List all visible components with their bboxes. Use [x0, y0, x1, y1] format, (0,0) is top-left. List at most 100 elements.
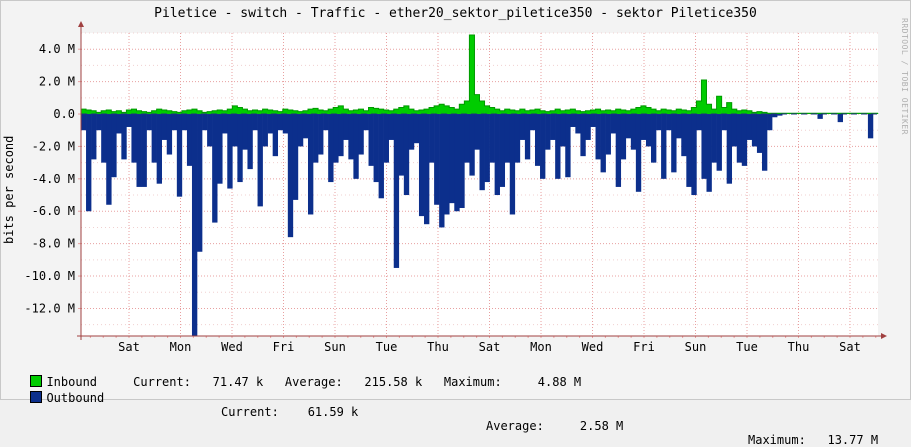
inbound-bar: [388, 110, 395, 115]
x-tick-label: Sun: [324, 340, 346, 354]
outbound-bar: [489, 114, 495, 163]
inbound-bar: [418, 109, 425, 115]
inbound-bar: [645, 107, 652, 115]
outbound-bar: [756, 114, 763, 153]
inbound-bar: [560, 110, 566, 115]
x-tick-label: Sat: [839, 340, 861, 354]
outbound-bar: [146, 114, 152, 131]
inbound-bar: [741, 109, 748, 115]
outbound-bar: [509, 114, 516, 215]
outbound-bar: [731, 114, 738, 147]
inbound-bar: [398, 107, 405, 115]
outbound-bar: [333, 114, 339, 163]
inbound-bar: [383, 109, 389, 115]
inbound-bar: [686, 110, 692, 115]
x-tick-label: Wed: [221, 340, 243, 354]
outbound-bar: [242, 114, 248, 150]
outbound-bar: [353, 114, 359, 179]
inbound-bar: [358, 109, 364, 115]
outbound-bar: [368, 114, 374, 166]
inbound-bar: [620, 109, 627, 115]
inbound-bar: [197, 110, 203, 115]
inbound-bar: [313, 108, 319, 115]
inbound-bar: [302, 110, 309, 115]
outbound-maximum: 13.77 M: [827, 433, 879, 447]
outbound-bar: [272, 114, 279, 157]
outbound-bar: [141, 114, 147, 187]
inbound-bar: [454, 109, 460, 115]
inbound-bar: [666, 109, 672, 115]
inbound-bar: [333, 107, 339, 115]
inbound-bar: [570, 109, 576, 115]
inbound-bar: [605, 109, 611, 115]
inbound-bar: [217, 109, 223, 115]
outbound-swatch: [30, 391, 43, 403]
inbound-bar: [297, 111, 304, 115]
y-tick-label: 0.0: [53, 107, 75, 121]
inbound-bar: [343, 109, 349, 115]
outbound-bar: [171, 114, 178, 131]
x-tick-label: Sat: [479, 340, 501, 354]
inbound-bar: [116, 110, 122, 115]
outbound-bar: [721, 114, 727, 131]
inbound-bar: [348, 110, 354, 115]
inbound-bar: [287, 109, 294, 115]
outbound-bar: [444, 114, 450, 215]
inbound-bar: [429, 107, 435, 115]
inbound-bar: [681, 109, 687, 115]
inbound-bar: [403, 105, 410, 115]
outbound-bar: [726, 114, 733, 184]
outbound-bar: [519, 114, 526, 140]
outbound-bar: [605, 114, 611, 155]
inbound-bar: [156, 109, 162, 115]
inbound-bar: [651, 109, 657, 115]
outbound-bar: [620, 114, 627, 160]
outbound-bar: [408, 114, 415, 150]
outbound-bar: [212, 114, 218, 223]
outbound-bar: [529, 114, 536, 131]
inbound-bar: [575, 110, 581, 115]
inbound-current: 71.47 k: [212, 375, 264, 389]
outbound-bar: [585, 114, 591, 140]
inbound-bar: [247, 110, 253, 115]
inbound-bar: [499, 110, 506, 115]
outbound-bar: [176, 114, 183, 197]
inbound-bar: [524, 110, 531, 115]
legend-outbound-name: Outbound: [46, 391, 105, 405]
inbound-bar: [519, 109, 526, 115]
outbound-bar: [640, 114, 647, 140]
inbound-bar: [207, 111, 213, 115]
inbound-bar: [545, 111, 551, 115]
outbound-bar: [590, 114, 596, 127]
inbound-bar: [494, 109, 500, 115]
outbound-bar: [484, 114, 490, 183]
inbound-bar: [368, 107, 374, 115]
inbound-bar: [353, 109, 359, 115]
y-tick-label: -12.0 M: [24, 301, 75, 315]
outbound-bar: [237, 114, 243, 183]
inbound-bar: [232, 105, 238, 115]
outbound-bar: [454, 114, 460, 212]
outbound-bar: [378, 114, 384, 199]
outbound-bar: [656, 114, 662, 131]
outbound-bar: [651, 114, 657, 163]
inbound-maximum: 4.88 M: [537, 375, 582, 389]
x-tick-label: Tue: [376, 340, 398, 354]
outbound-bar: [630, 114, 637, 150]
outbound-average: 2.58 M: [579, 419, 624, 433]
outbound-bar: [136, 114, 142, 187]
outbound-bar: [741, 114, 748, 166]
outbound-bar: [292, 114, 299, 200]
outbound-bar: [302, 114, 309, 139]
inbound-bar: [600, 110, 606, 115]
inbound-bar: [323, 110, 329, 115]
outbound-bar: [761, 114, 768, 171]
inbound-bar: [610, 110, 616, 115]
inbound-bar: [86, 109, 92, 115]
outbound-bar: [494, 114, 500, 196]
inbound-bar: [464, 101, 470, 115]
x-tick-label: Thu: [427, 340, 449, 354]
legend-outbound: Outbound Current: 61.59 k Average: 2.58 …: [16, 377, 906, 447]
x-tick-label: Fri: [273, 340, 295, 354]
inbound-bar: [514, 110, 521, 115]
